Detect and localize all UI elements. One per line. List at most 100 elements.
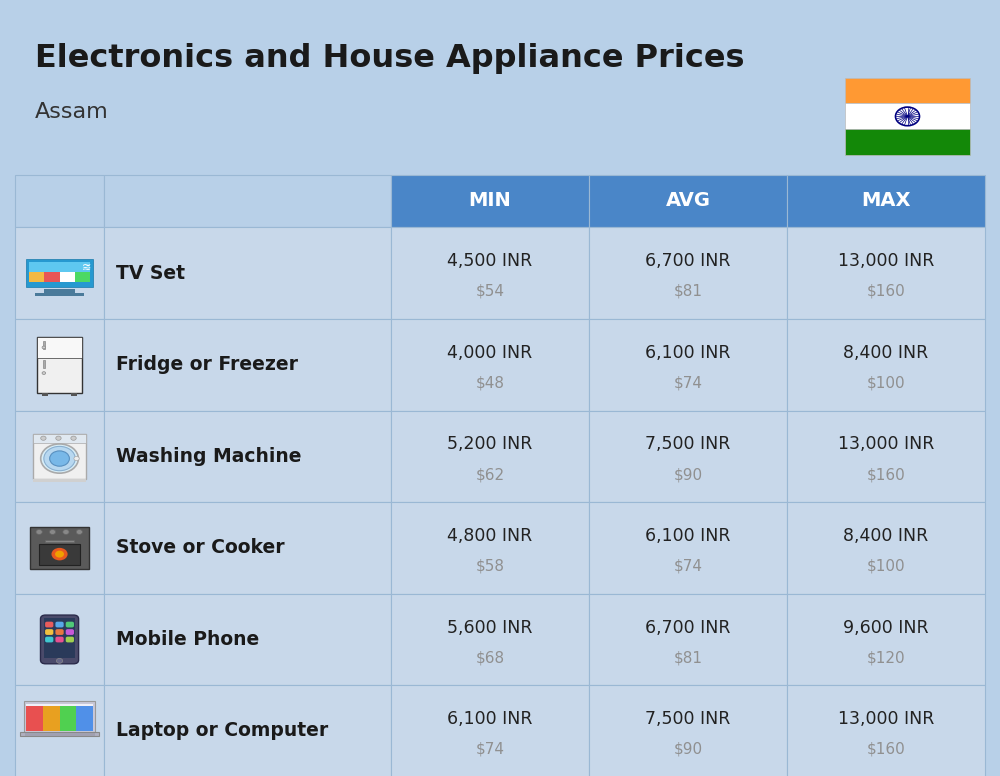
Text: $160: $160 [867, 467, 905, 482]
FancyBboxPatch shape [104, 685, 391, 776]
Text: $160: $160 [867, 284, 905, 299]
FancyBboxPatch shape [43, 341, 45, 348]
Text: $120: $120 [867, 650, 905, 665]
FancyBboxPatch shape [33, 434, 86, 479]
FancyBboxPatch shape [104, 502, 391, 594]
FancyBboxPatch shape [391, 502, 589, 594]
FancyBboxPatch shape [787, 227, 985, 319]
Text: 4,800 INR: 4,800 INR [447, 527, 533, 545]
Text: $81: $81 [674, 650, 703, 665]
FancyBboxPatch shape [44, 272, 60, 282]
FancyBboxPatch shape [55, 636, 64, 643]
FancyBboxPatch shape [15, 175, 104, 227]
FancyBboxPatch shape [589, 502, 787, 594]
FancyBboxPatch shape [104, 227, 391, 319]
Text: $81: $81 [674, 284, 703, 299]
FancyBboxPatch shape [44, 289, 75, 293]
Text: $74: $74 [674, 559, 703, 573]
Circle shape [41, 436, 46, 440]
Text: ≋: ≋ [82, 263, 92, 273]
Circle shape [56, 658, 63, 663]
Text: $74: $74 [674, 376, 703, 390]
FancyBboxPatch shape [66, 629, 74, 635]
FancyBboxPatch shape [33, 479, 86, 482]
FancyBboxPatch shape [43, 360, 45, 368]
FancyBboxPatch shape [35, 293, 84, 296]
FancyBboxPatch shape [42, 393, 48, 396]
FancyBboxPatch shape [104, 175, 391, 227]
FancyBboxPatch shape [37, 337, 82, 358]
Circle shape [51, 548, 68, 560]
Circle shape [56, 436, 61, 440]
Text: Laptop or Computer: Laptop or Computer [116, 722, 328, 740]
Text: 4,000 INR: 4,000 INR [447, 344, 533, 362]
FancyBboxPatch shape [104, 319, 391, 411]
FancyBboxPatch shape [33, 434, 86, 443]
Text: $58: $58 [476, 559, 505, 573]
FancyBboxPatch shape [45, 540, 74, 542]
FancyBboxPatch shape [589, 175, 787, 227]
FancyBboxPatch shape [39, 544, 80, 565]
FancyBboxPatch shape [60, 706, 76, 731]
FancyBboxPatch shape [845, 130, 970, 155]
Text: $54: $54 [476, 284, 505, 299]
FancyBboxPatch shape [26, 706, 43, 731]
FancyBboxPatch shape [26, 704, 93, 731]
Text: $100: $100 [867, 376, 905, 390]
FancyBboxPatch shape [60, 272, 75, 282]
FancyBboxPatch shape [104, 594, 391, 685]
Text: $100: $100 [867, 559, 905, 573]
FancyBboxPatch shape [391, 411, 589, 502]
Circle shape [41, 444, 78, 473]
Text: 6,700 INR: 6,700 INR [645, 618, 731, 636]
FancyBboxPatch shape [29, 262, 90, 282]
Text: $74: $74 [476, 742, 505, 757]
FancyBboxPatch shape [589, 685, 787, 776]
Text: $68: $68 [476, 650, 505, 665]
FancyBboxPatch shape [45, 622, 53, 628]
Circle shape [42, 346, 46, 349]
FancyBboxPatch shape [55, 622, 64, 628]
FancyBboxPatch shape [787, 319, 985, 411]
FancyBboxPatch shape [43, 706, 60, 731]
FancyBboxPatch shape [589, 594, 787, 685]
Text: 9,600 INR: 9,600 INR [843, 618, 929, 636]
Text: MIN: MIN [469, 192, 511, 210]
Text: Mobile Phone: Mobile Phone [116, 630, 259, 649]
Text: 7,500 INR: 7,500 INR [645, 435, 731, 453]
Text: $90: $90 [673, 467, 703, 482]
Text: 6,100 INR: 6,100 INR [645, 344, 731, 362]
Text: $48: $48 [476, 376, 505, 390]
FancyBboxPatch shape [391, 175, 589, 227]
FancyBboxPatch shape [15, 227, 104, 319]
FancyBboxPatch shape [845, 103, 970, 130]
FancyBboxPatch shape [76, 706, 93, 731]
Circle shape [63, 529, 69, 535]
FancyBboxPatch shape [15, 594, 104, 685]
Text: 6,100 INR: 6,100 INR [447, 710, 533, 728]
FancyBboxPatch shape [391, 319, 589, 411]
FancyBboxPatch shape [20, 732, 99, 736]
Text: Stove or Cooker: Stove or Cooker [116, 539, 285, 557]
Text: Fridge or Freezer: Fridge or Freezer [116, 355, 298, 374]
FancyBboxPatch shape [37, 337, 82, 393]
FancyBboxPatch shape [66, 636, 74, 643]
Text: Assam: Assam [35, 102, 109, 123]
Text: 5,200 INR: 5,200 INR [447, 435, 533, 453]
Text: 4,500 INR: 4,500 INR [447, 252, 533, 270]
FancyBboxPatch shape [787, 175, 985, 227]
Text: MAX: MAX [861, 192, 911, 210]
Text: 8,400 INR: 8,400 INR [843, 527, 929, 545]
FancyBboxPatch shape [26, 259, 93, 287]
FancyBboxPatch shape [787, 411, 985, 502]
Text: AVG: AVG [666, 192, 711, 210]
FancyBboxPatch shape [71, 393, 77, 396]
Circle shape [49, 529, 56, 535]
FancyBboxPatch shape [30, 527, 89, 569]
Text: 6,100 INR: 6,100 INR [645, 527, 731, 545]
FancyBboxPatch shape [15, 319, 104, 411]
FancyBboxPatch shape [45, 636, 53, 643]
Text: $160: $160 [867, 742, 905, 757]
Circle shape [50, 451, 69, 466]
FancyBboxPatch shape [55, 629, 64, 635]
